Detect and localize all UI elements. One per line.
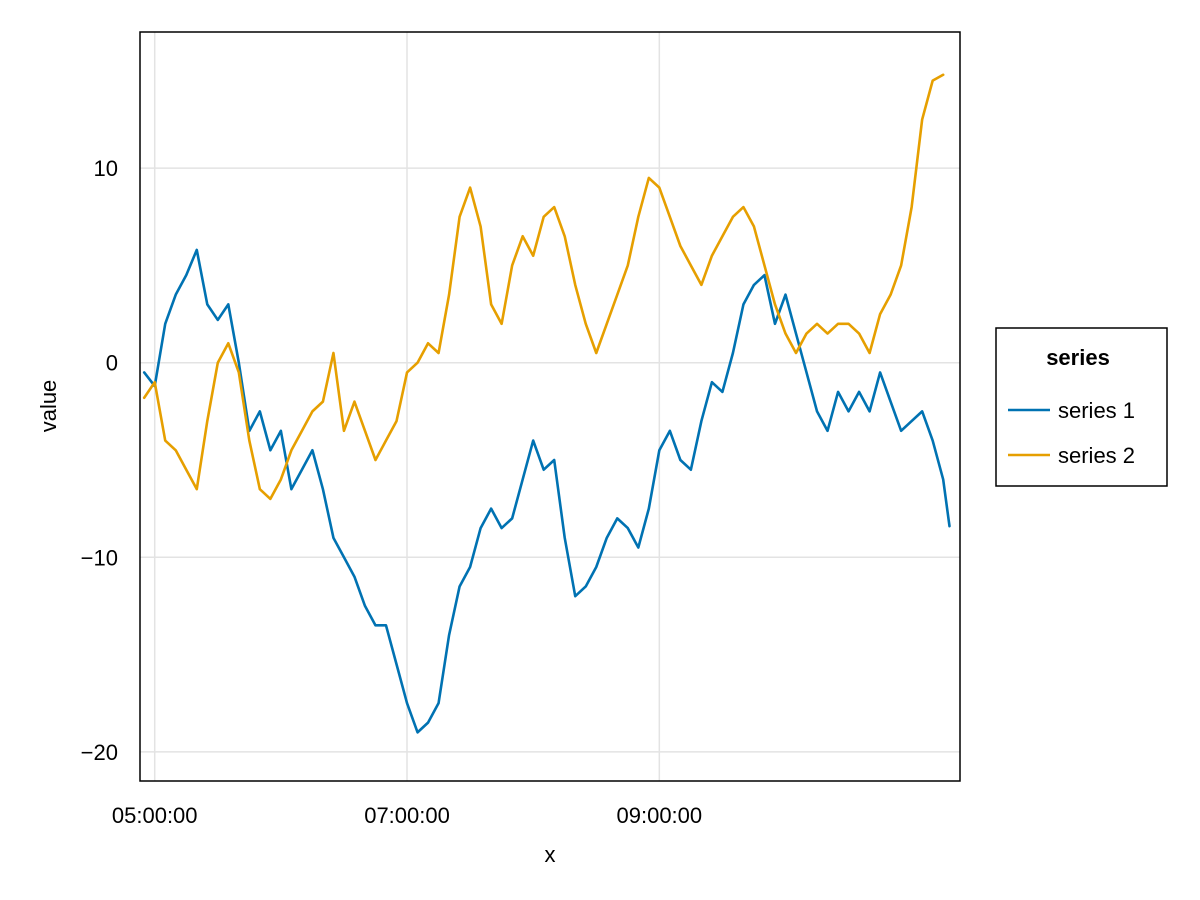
x-axis-ticks: 05:00:00 07:00:00 09:00:00 [112, 803, 702, 828]
x-tick-label: 07:00:00 [364, 803, 450, 828]
grid-lines [140, 32, 960, 781]
y-tick-label: −20 [81, 740, 118, 765]
series-lines [142, 73, 951, 734]
legend: series series 1 series 2 [995, 327, 1168, 487]
y-tick-label: 0 [106, 351, 118, 376]
y-tick-label: 10 [94, 156, 118, 181]
y-axis-title: value [36, 380, 61, 433]
y-tick-label: −10 [81, 545, 118, 570]
series-2-line [142, 73, 945, 501]
x-tick-label: 05:00:00 [112, 803, 198, 828]
series-1-line [142, 248, 951, 734]
y-axis-ticks: 10 0 −10 −20 [81, 156, 118, 765]
x-axis-title: x [545, 842, 556, 867]
legend-title: series [1046, 345, 1110, 370]
plot-frame [139, 31, 961, 782]
legend-label-series-1: series 1 [1058, 398, 1135, 423]
legend-label-series-2: series 2 [1058, 443, 1135, 468]
legend-box [995, 327, 1168, 487]
x-tick-label: 09:00:00 [617, 803, 703, 828]
